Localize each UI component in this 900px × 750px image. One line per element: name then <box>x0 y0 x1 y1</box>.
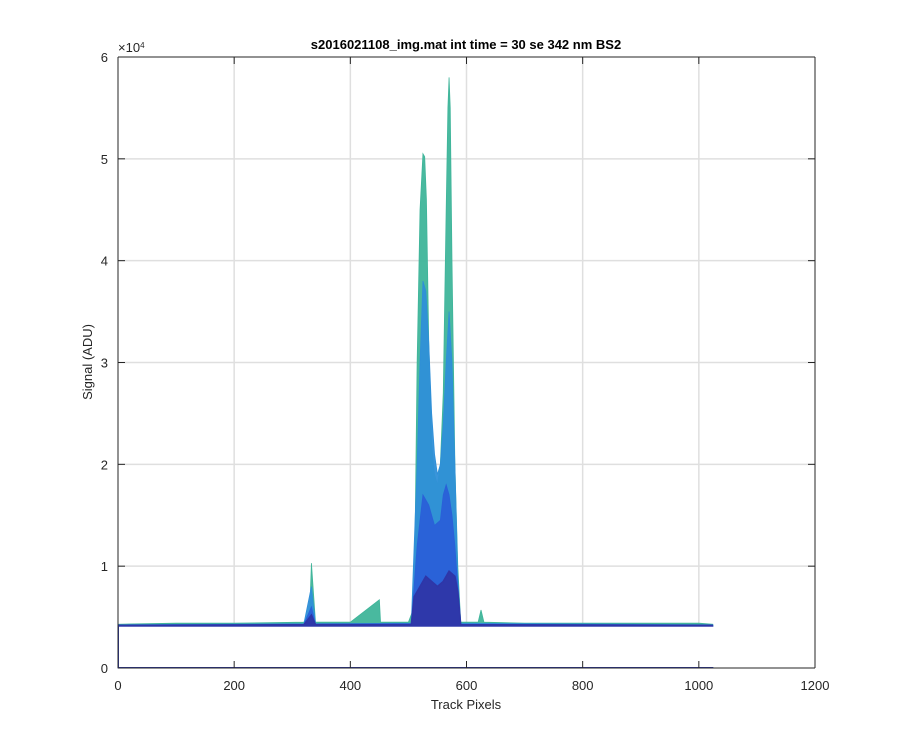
y-exponent-power: 4 <box>140 41 145 50</box>
x-tick-label: 800 <box>572 678 594 693</box>
x-tick-label: 1000 <box>684 678 713 693</box>
y-exponent-label: ×104 <box>118 40 145 55</box>
x-tick-label: 400 <box>339 678 361 693</box>
y-tick-label: 5 <box>101 152 108 167</box>
y-tick-label: 0 <box>101 661 108 676</box>
y-ticks: 0 1 2 3 4 5 6 <box>101 50 815 676</box>
y-tick-label: 6 <box>101 50 108 65</box>
x-axis-title: Track Pixels <box>431 697 502 712</box>
chart-title: s2016021108_img.mat int time = 30 se 342… <box>311 37 621 52</box>
x-tick-label: 200 <box>223 678 245 693</box>
y-axis-title: Signal (ADU) <box>80 324 95 400</box>
y-tick-label: 2 <box>101 457 108 472</box>
y-tick-label: 4 <box>101 254 108 269</box>
y-exponent-base: ×10 <box>118 40 140 55</box>
grid-lines <box>118 57 815 668</box>
x-tick-label: 0 <box>114 678 121 693</box>
y-tick-label: 3 <box>101 356 108 371</box>
x-tick-label: 1200 <box>801 678 830 693</box>
x-tick-label: 600 <box>456 678 478 693</box>
below-baseline-mask <box>119 626 814 667</box>
series-layer <box>117 77 814 669</box>
y-tick-label: 1 <box>101 559 108 574</box>
x-ticks: 0 200 400 600 800 1000 1200 <box>114 57 829 693</box>
baseline-trace <box>117 570 713 627</box>
